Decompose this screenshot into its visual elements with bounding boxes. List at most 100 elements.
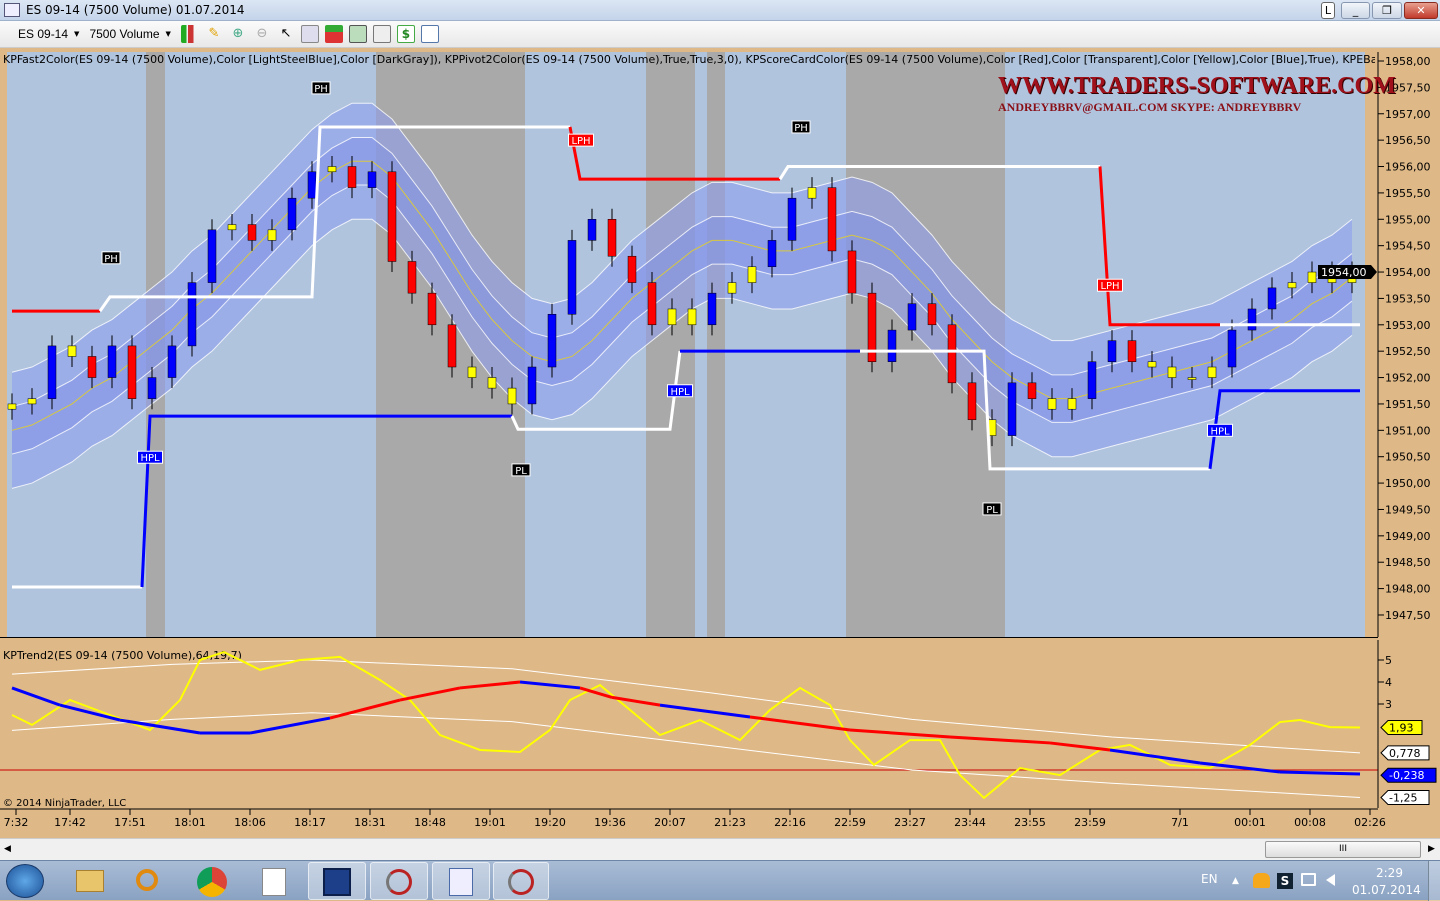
ninjatrader-icon: [508, 869, 534, 895]
price-tick-label: 1957,50: [1385, 81, 1431, 94]
properties-icon[interactable]: [420, 25, 439, 43]
scroll-left-icon[interactable]: ◀: [4, 844, 11, 854]
pivot-line: [778, 165, 1100, 180]
trend-segment: [611, 695, 661, 707]
taskbar-ninjatrader[interactable]: [370, 862, 428, 900]
skype-s-icon[interactable]: S: [1277, 873, 1293, 889]
candle-body: [27, 398, 37, 405]
cloud-icon[interactable]: [1253, 873, 1270, 888]
folder-icon: [76, 870, 104, 892]
pivot-label-text: LPH: [571, 136, 590, 147]
restore-button[interactable]: ❐: [1372, 2, 1402, 19]
shaded-trend-region: [646, 52, 695, 637]
price-tick-label: 1954,00: [1385, 266, 1431, 279]
price-tick-label: 1951,50: [1385, 398, 1431, 411]
price-tick-label: 1947,50: [1385, 609, 1431, 622]
indicator-value-marker: [1380, 745, 1430, 761]
candle-body: [687, 308, 697, 326]
windows-taskbar: EN ▲ S 2:29 01.07.2014: [0, 860, 1440, 901]
drawing-pencil-icon[interactable]: ✎: [208, 26, 220, 41]
pivot-label-hpl: HPL: [137, 450, 163, 464]
indicators-icon[interactable]: [348, 25, 367, 43]
pointer-icon[interactable]: ↖: [280, 26, 292, 41]
clock-time[interactable]: 2:29: [1376, 866, 1403, 880]
pivot-label-box: [791, 120, 811, 134]
link-button[interactable]: L: [1321, 2, 1335, 19]
scrollbar-thumb[interactable]: III: [1265, 841, 1421, 858]
price-tick-label: 1948,00: [1385, 583, 1431, 596]
pivot-line: [1208, 389, 1360, 470]
candle-body: [807, 187, 817, 199]
title-bar: ES 09-14 (7500 Volume) 01.07.2014 L _ ❐ …: [0, 0, 1440, 21]
candle-body: [827, 187, 837, 252]
clock-date[interactable]: 01.07.2014: [1352, 883, 1421, 897]
pivot-label-text: PL: [986, 505, 998, 516]
taskbar-ninjatrader-2[interactable]: [493, 862, 549, 900]
price-tick-label: 1951,00: [1385, 424, 1431, 437]
candle-body: [787, 197, 797, 241]
taskbar-chrome[interactable]: [190, 862, 234, 900]
time-tick-label: 20:07: [654, 816, 686, 829]
candle-body: [1027, 382, 1037, 399]
price-tick-label: 1952,50: [1385, 345, 1431, 358]
candle-body: [1187, 377, 1197, 380]
pivot-label-box: [511, 463, 531, 477]
pivot-line: [140, 414, 512, 588]
zoom-out-icon[interactable]: ⊖: [256, 26, 268, 41]
candle-body: [127, 345, 137, 399]
floppy-icon: [323, 868, 351, 896]
instrument-selector[interactable]: ES 09-14: [18, 27, 69, 41]
candle-body: [87, 356, 97, 378]
last-price-label: 1954,00: [1321, 266, 1367, 279]
zoom-in-icon[interactable]: ⊕: [232, 26, 244, 41]
candle-body: [207, 229, 217, 283]
trend-segment: [399, 686, 461, 702]
show-hidden-icons[interactable]: ▲: [1232, 876, 1239, 886]
price-tick-label: 1956,00: [1385, 161, 1431, 174]
price-tick-label: 1955,00: [1385, 213, 1431, 226]
shaded-trend-region: [707, 52, 725, 637]
time-tick-label: 19:36: [594, 816, 626, 829]
envelope-line: [11, 659, 1361, 754]
pivot-label-box: [982, 502, 1002, 516]
trend-segment: [849, 728, 951, 739]
data-series-icon[interactable]: [324, 25, 343, 43]
close-button[interactable]: ✕: [1404, 2, 1438, 19]
taskbar-explorer[interactable]: [70, 862, 110, 900]
scroll-right-icon[interactable]: ▶: [1428, 844, 1435, 854]
volume-icon[interactable]: [1326, 874, 1335, 886]
price-tick-label: 1950,50: [1385, 451, 1431, 464]
candle-body: [1287, 282, 1297, 289]
pivot-line: [860, 349, 1210, 471]
minimize-button[interactable]: _: [1341, 2, 1370, 19]
chevron-down-icon: ▼: [74, 30, 80, 38]
candle-body: [1087, 361, 1097, 399]
trend-segment: [459, 680, 521, 690]
dollar-order-icon[interactable]: $: [396, 25, 415, 43]
price-tick-label: 1953,00: [1385, 319, 1431, 332]
taskbar-document[interactable]: [432, 862, 490, 900]
bar-type-icon[interactable]: [180, 25, 199, 43]
time-tick-label: 18:31: [354, 816, 386, 829]
language-indicator[interactable]: EN: [1201, 872, 1218, 886]
chevron-down-icon: ▼: [165, 30, 171, 38]
trend-segment: [519, 680, 581, 690]
trend-segment: [119, 718, 201, 735]
price-chart[interactable]: PH PH PH LPH LPH HPL HPL HPL PL PL 1958,00 1957,50 1…: [0, 48, 1440, 838]
horizontal-scrollbar[interactable]: ◀ III ▶: [0, 838, 1440, 860]
taskbar-save-tool[interactable]: [308, 862, 366, 900]
taskbar-notepad[interactable]: [252, 862, 296, 900]
time-tick-label: 19:20: [534, 816, 566, 829]
indicator-value-marker: [1380, 767, 1437, 783]
pivot-label-text: PH: [794, 123, 808, 134]
period-selector[interactable]: 7500 Volume: [89, 27, 160, 41]
show-desktop-button[interactable]: [1428, 861, 1440, 901]
band-line: [11, 184, 1353, 455]
candle-body: [707, 292, 717, 326]
zoom-box-icon[interactable]: [300, 25, 319, 43]
taskbar-search-tool[interactable]: [128, 862, 168, 900]
candle-body: [1167, 366, 1177, 378]
start-button[interactable]: [6, 864, 44, 898]
network-icon[interactable]: [1301, 873, 1316, 886]
strategies-icon[interactable]: [372, 25, 391, 43]
